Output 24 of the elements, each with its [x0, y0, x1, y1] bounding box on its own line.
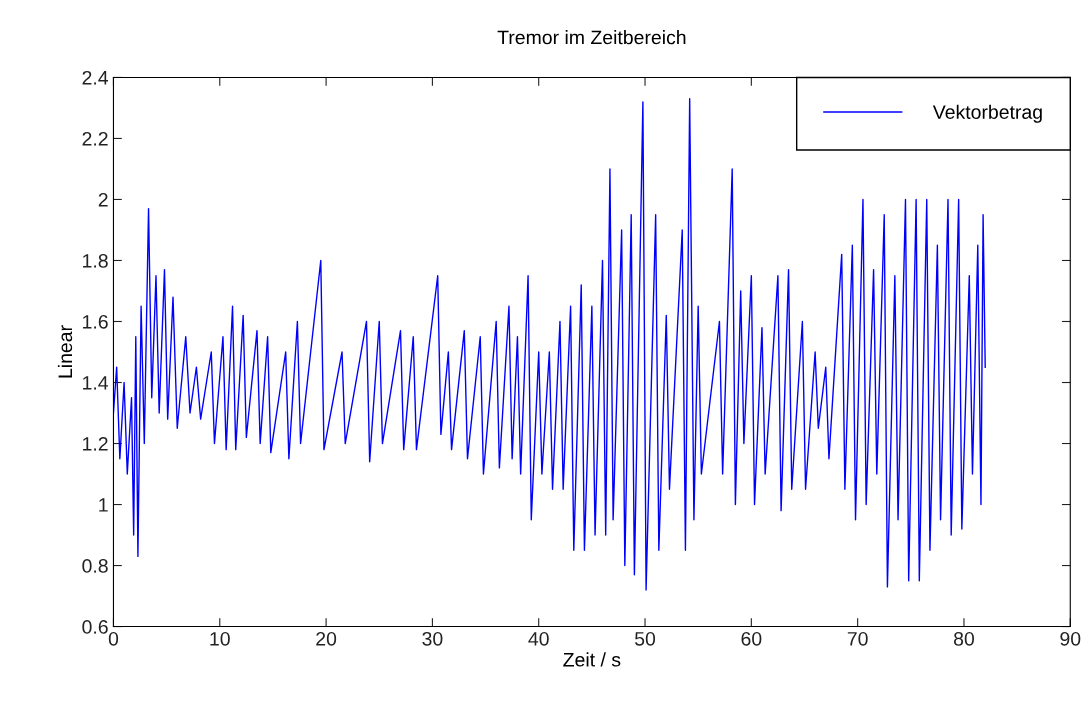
y-tick-label: 2.4	[82, 70, 109, 85]
y-tick-label: 1.8	[83, 253, 108, 268]
x-axis-title: Zeit / s	[563, 652, 621, 667]
x-tick-label: 60	[741, 631, 762, 646]
chart-title: Tremor im Zeitbereich	[497, 30, 686, 45]
x-tick-label: 20	[316, 631, 337, 646]
legend-label: Vektorbetrag	[932, 104, 1042, 123]
x-tick-label: 30	[422, 631, 443, 646]
x-tick-label: 90	[1060, 631, 1081, 646]
y-tick-label: 2.2	[82, 131, 108, 146]
y-tick-label: 0.6	[82, 620, 108, 634]
y-tick-label: 1.4	[83, 376, 109, 390]
x-tick-label: 0	[108, 631, 119, 646]
y-tick-label: 1	[99, 498, 108, 512]
y-tick-label: 2	[98, 192, 108, 207]
x-tick-label: 40	[528, 631, 549, 646]
y-tick-label: 1.6	[83, 314, 108, 329]
y-axis-title: Linear	[57, 325, 73, 378]
x-tick-label: 70	[847, 631, 868, 646]
y-tick-label: 0.8	[82, 559, 108, 573]
x-tick-label: 50	[634, 631, 656, 646]
y-tick-label: 1.2	[83, 436, 108, 451]
x-tick-label: 80	[953, 631, 975, 646]
x-tick-label: 10	[210, 631, 230, 646]
